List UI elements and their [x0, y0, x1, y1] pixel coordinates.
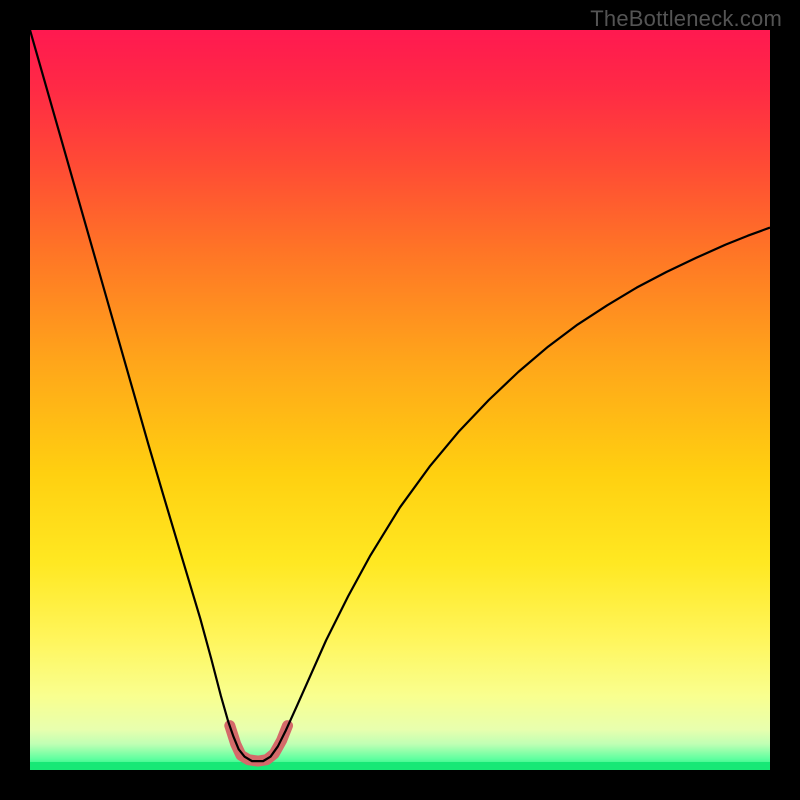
watermark-text: TheBottleneck.com	[590, 6, 782, 32]
bottleneck-curve	[30, 30, 770, 761]
curve-layer	[30, 30, 770, 770]
plot-area	[30, 30, 770, 770]
